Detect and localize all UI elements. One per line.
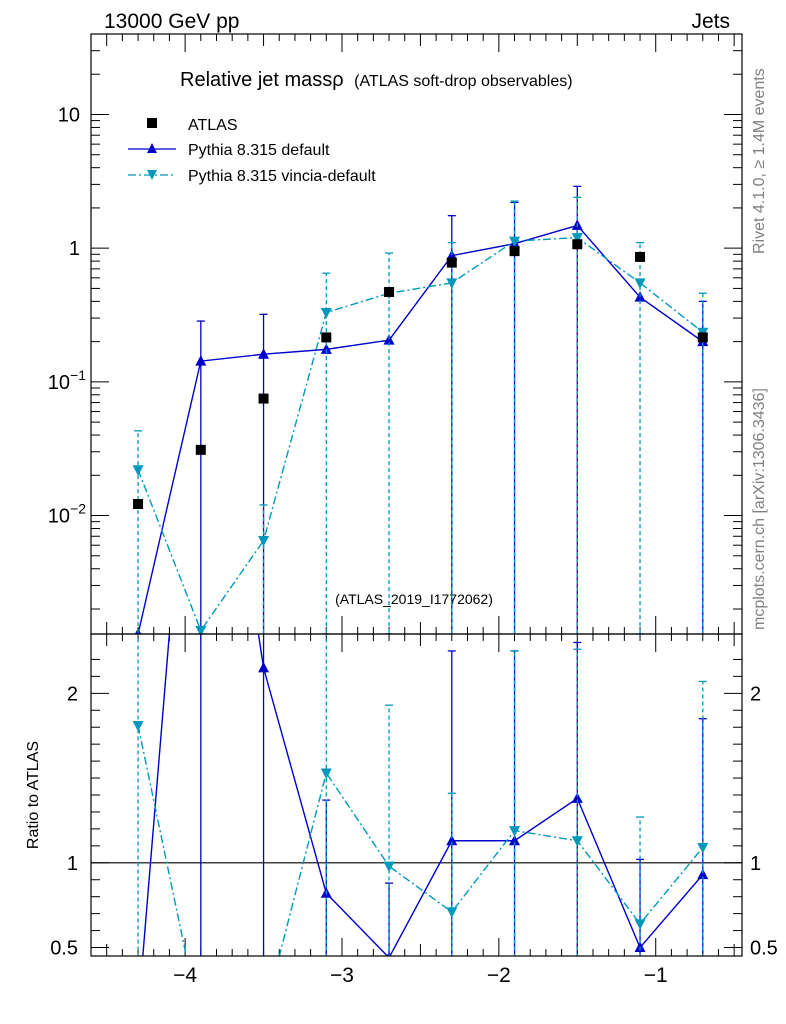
vincia-ratio-marker — [509, 826, 521, 837]
atlas-data-point — [258, 393, 269, 404]
default-ratio-marker — [446, 834, 458, 846]
default-marker — [195, 355, 207, 366]
x-tick-label: −3 — [330, 964, 354, 987]
ratio-y-tick-label: 0.5 — [50, 938, 78, 960]
default-ratio-marker — [509, 834, 521, 846]
atlas-data-point — [384, 287, 395, 298]
default-ratio-marker — [195, 247, 206, 258]
energy-label: 13000 GeV pp — [104, 10, 239, 33]
vincia-marker — [634, 278, 646, 289]
x-tick-label: −4 — [173, 964, 197, 987]
default-marker — [258, 348, 270, 359]
atlas-data-point — [572, 239, 583, 250]
x-tick-label: −2 — [487, 964, 511, 987]
ratio-y-tick-label: 1 — [750, 853, 761, 875]
y-tick-label: 10−1 — [48, 367, 86, 394]
mcplots-source-label: mcplots.cern.ch [arXiv:1306.3436] — [751, 388, 768, 630]
default-ratio-marker — [571, 792, 583, 803]
atlas-data-point — [635, 251, 646, 262]
legend-default-label: Pythia 8.315 default — [188, 142, 330, 159]
default-ratio-marker — [697, 868, 709, 880]
default-marker — [320, 343, 332, 354]
vincia-ratio-marker — [383, 861, 395, 873]
vincia-marker — [258, 536, 270, 547]
x-tick-label: −1 — [644, 964, 668, 987]
y-tick-label-base: 10 — [48, 506, 70, 528]
default-ratio-marker — [258, 661, 270, 673]
atlas-data-point — [509, 246, 520, 257]
legend-vincia-label: Pythia 8.315 vincia-default — [188, 168, 376, 185]
default-ratio-line — [142, 634, 704, 956]
analysis-watermark: (ATLAS_2019_I1772062) — [335, 591, 493, 607]
main-plot-area — [132, 185, 709, 634]
vincia-marker — [132, 465, 144, 476]
vincia-marker — [320, 308, 332, 319]
atlas-data-point — [133, 499, 144, 510]
y-tick-label-base: 10 — [58, 104, 80, 126]
legend-atlas-label: ATLAS — [188, 117, 238, 134]
ratio-y-tick-label: 2 — [67, 683, 78, 705]
default-ratio-marker — [133, 1008, 144, 1019]
atlas-data-point — [446, 257, 457, 268]
vincia-ratio-line — [137, 725, 704, 956]
category-label: Jets — [691, 10, 730, 33]
legend-default-marker — [147, 143, 157, 153]
vincia-line — [137, 236, 704, 633]
y-tick-label-base: 1 — [69, 238, 80, 260]
vincia-ratio-marker — [571, 836, 583, 847]
default-marker — [383, 334, 395, 345]
y-tick-label-base: 10 — [48, 372, 70, 394]
vincia-marker — [446, 278, 458, 289]
ratio-plot-area — [132, 247, 709, 1024]
rivet-version-label: Rivet 4.1.0, ≥ 1.4M events — [751, 68, 768, 254]
ratio-y-tick-label: 0.5 — [750, 938, 778, 960]
vincia-ratio-marker — [132, 721, 144, 732]
chart-title: Relative jet massρ (ATLAS soft-drop obse… — [180, 69, 573, 91]
vincia-marker — [195, 626, 207, 634]
y-tick-label-exponent: −1 — [70, 367, 86, 383]
ratio-panel-frame — [90, 633, 743, 957]
vincia-marker — [509, 236, 521, 248]
y-tick-label: 10 — [58, 104, 80, 126]
default-line — [137, 224, 704, 634]
y-tick-label-exponent: −2 — [70, 501, 86, 517]
ratio-axis-label: Ratio to ATLAS — [25, 741, 42, 849]
vincia-ratio-marker — [446, 907, 458, 918]
vincia-ratio-marker — [697, 843, 709, 854]
vincia-ratio-marker — [258, 1013, 269, 1024]
chart-title-main: Relative jet massρ — [180, 69, 344, 91]
legend-vincia-marker — [147, 170, 157, 180]
y-tick-label: 1 — [69, 238, 80, 260]
vincia-marker — [571, 233, 583, 244]
legend-atlas-marker — [147, 118, 157, 128]
ratio-panel: −4 −3 −2 −1 0.5 0.5 1 1 2 2 — [50, 247, 778, 1024]
atlas-data-point — [697, 332, 708, 343]
y-tick-label: 10−2 — [48, 501, 86, 528]
ratio-y-tick-label: 2 — [750, 683, 761, 705]
atlas-data-point — [195, 444, 206, 455]
ratio-y-tick-label: 1 — [67, 853, 78, 875]
atlas-data-point — [321, 332, 332, 343]
legend: ATLAS Pythia 8.315 default Pythia 8.315 … — [128, 117, 376, 185]
vincia-ratio-marker — [320, 768, 332, 779]
vincia-ratio-marker — [634, 919, 646, 930]
chart-title-sub: (ATLAS soft-drop observables) — [354, 73, 572, 90]
